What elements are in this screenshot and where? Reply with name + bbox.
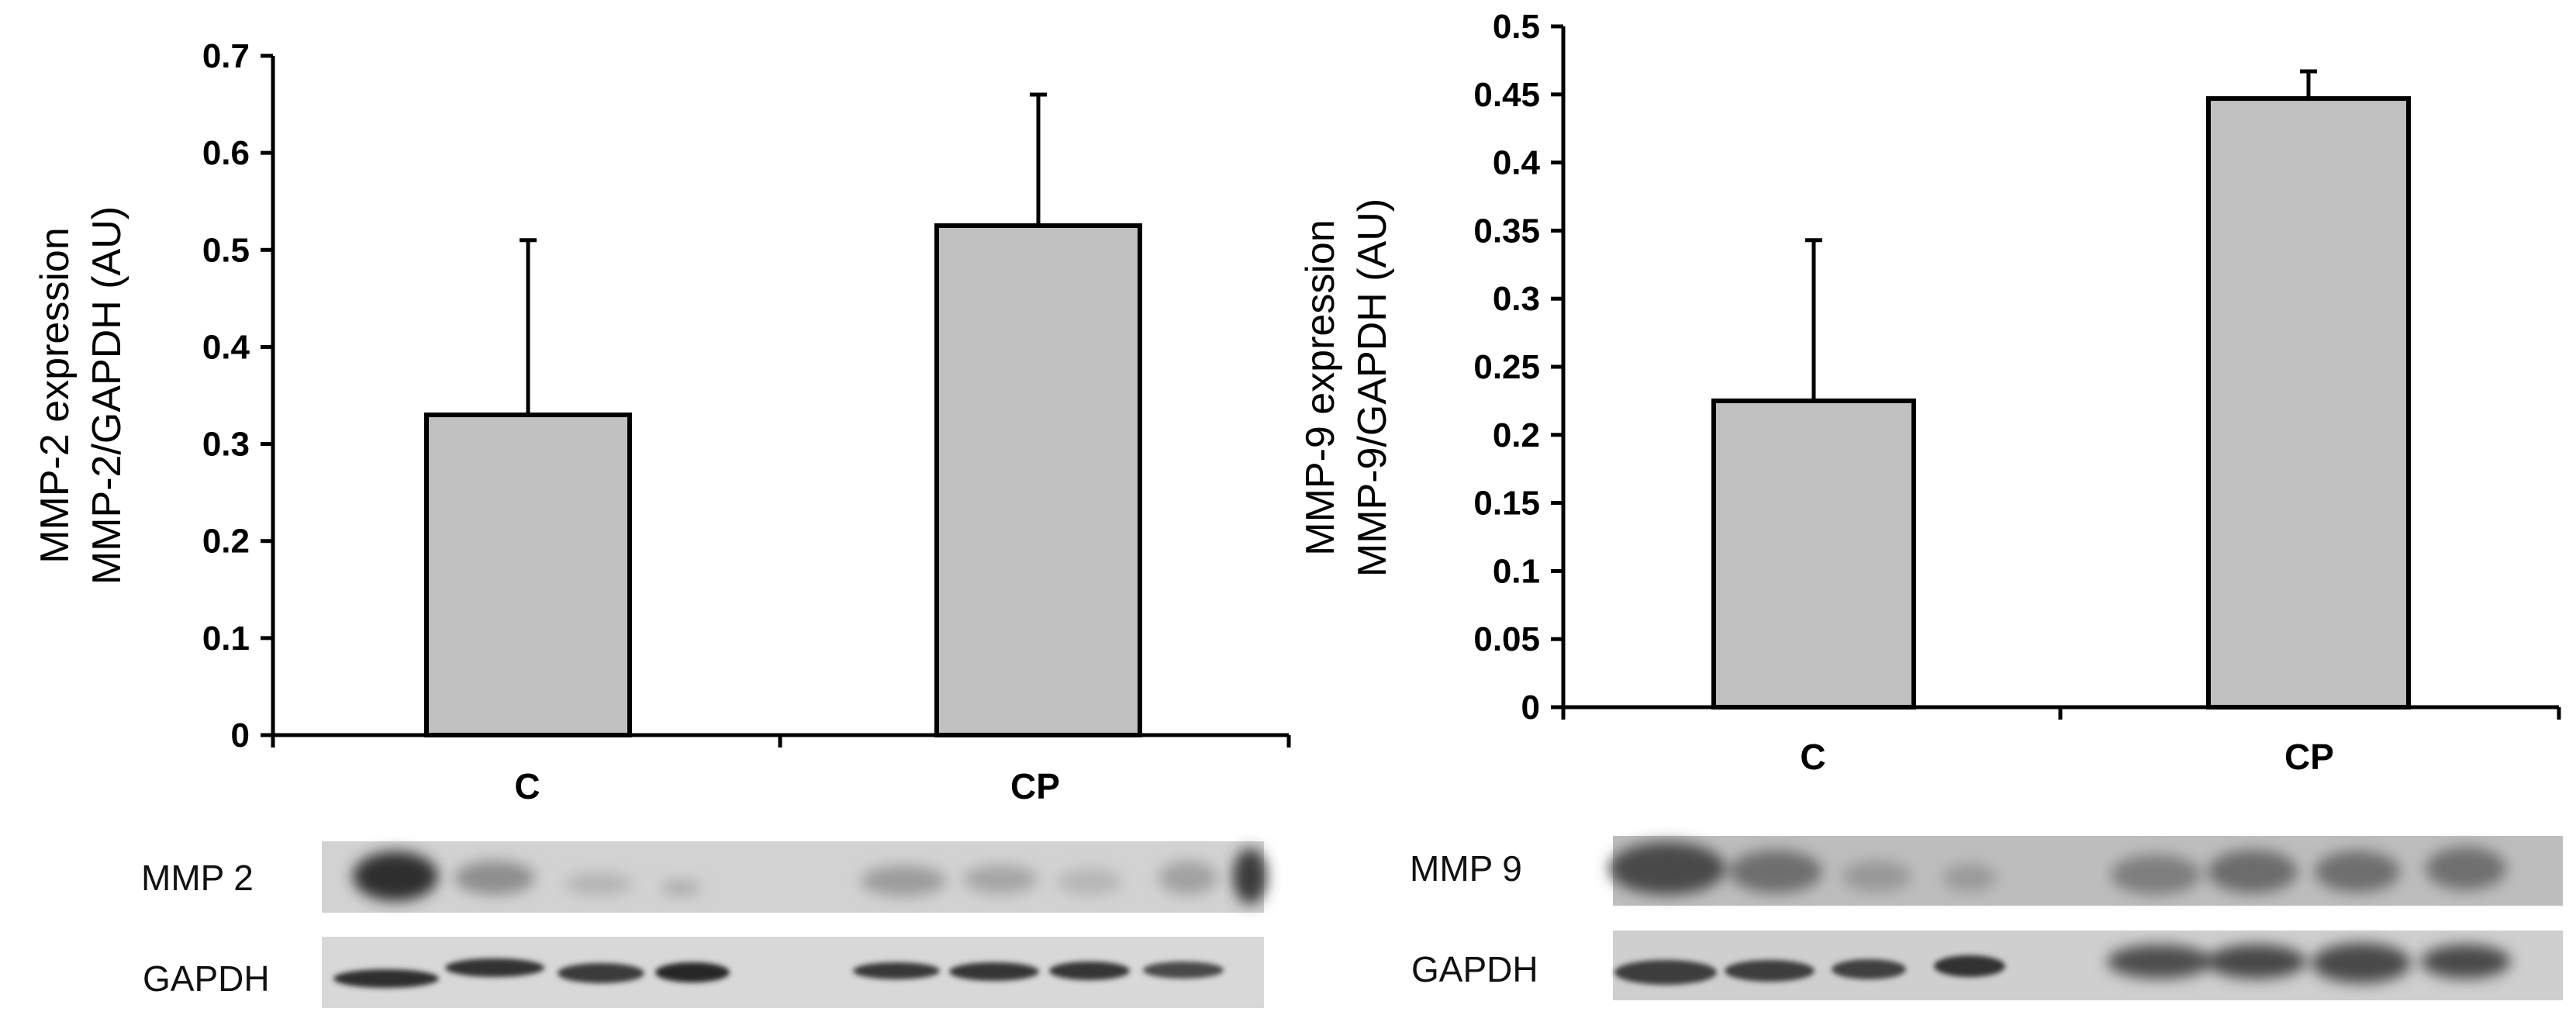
blot-strip-gapdh-left: [322, 937, 1264, 1008]
mmp2-y-tick-label: 0.5: [202, 231, 250, 269]
mmp2-y-axis-title: MMP-2 expression MMP-2/GAPDH (AU): [33, 206, 129, 585]
mmp2-y-tick-label: 0.6: [202, 134, 250, 172]
mmp2-bar-cp: [934, 223, 1142, 737]
mmp2-bars: [424, 223, 1142, 737]
blot-label-gapdh-left: GAPDH: [143, 958, 270, 999]
mmp9-y-tick-label: 0.4: [1493, 144, 1541, 182]
mmp9-y-ticks: 0 0.05 0.1 0.15 0.2 0.25 0.3 0.35 0.4 0.45 0.5: [1473, 8, 1563, 727]
mmp9-y-tick-label: 0.35: [1473, 212, 1540, 250]
chart-mmp9: MMP-9 expression MMP-9/GAPDH (AU) 00.050…: [1298, 8, 2561, 777]
mmp2-x-ticks: [271, 735, 1291, 748]
mmp2-y-tick-label: 0.1: [202, 620, 250, 658]
chart-mmp2: MMP-2 expression MMP-2/GAPDH (AU) 0 0.1 0.…: [33, 37, 1291, 806]
mmp9-x-ticks: [1561, 707, 2561, 720]
blot-label-mmp2: MMP 2: [141, 858, 254, 898]
mmp9-y-tick-label: 0: [1521, 689, 1540, 727]
mmp9-y-tick-label: 0.1: [1493, 552, 1540, 590]
mmp2-category-label-cp: CP: [1010, 766, 1060, 806]
mmp2-y-axis-title-line2: MMP-2/GAPDH (AU): [85, 206, 129, 585]
mmp9-bar-c: [1711, 398, 1916, 710]
mmp2-error-bars: [520, 92, 1047, 416]
mmp9-bar-cp: [2206, 96, 2411, 710]
mmp9-y-tick-label: 0.5: [1493, 8, 1540, 46]
mmp9-y-axis-title-line2: MMP-9/GAPDH (AU): [1350, 199, 1395, 577]
blot-label-gapdh-right: GAPDH: [1411, 949, 1538, 989]
mmp9-y-axis-title: MMP-9 expression MMP-9/GAPDH (AU): [1298, 199, 1395, 577]
mmp2-y-tick-label: 0.3: [202, 426, 250, 464]
mmp9-y-tick-label: 0.05: [1473, 620, 1540, 658]
mmp9-y-axis-title-line1: MMP-9 expression: [1298, 219, 1343, 555]
mmp9-y-tick-label: 0.2: [1493, 416, 1540, 454]
mmp9-category-label-cp: CP: [2284, 737, 2334, 777]
blot-panel-right: MMP 9 GAPDH: [1410, 836, 2563, 1000]
mmp2-y-tick-label: 0.4: [202, 328, 250, 366]
blot-strip-gapdh-right: [1613, 931, 2563, 1000]
blot-panel-left: MMP 2 GAPDH: [141, 841, 1267, 1008]
blot-strip-mmp9: [1609, 836, 2563, 906]
mmp9-y-tick-label: 0.3: [1493, 280, 1540, 318]
mmp9-y-tick-label: 0.45: [1473, 76, 1540, 114]
mmp9-category-label-c: C: [1800, 737, 1825, 777]
mmp2-y-tick-label: 0.2: [202, 523, 250, 561]
mmp2-y-tick-label: 0.7: [202, 37, 250, 75]
mmp9-bars: [1711, 96, 2411, 710]
mmp2-y-ticks: 0 0.1 0.2 0.3 0.4 0.5 0.6 0.7: [202, 37, 273, 754]
blot-strip-mmp2: [322, 841, 1267, 913]
blot-label-mmp9: MMP 9: [1410, 848, 1522, 889]
mmp9-y-tick-label: 0.25: [1473, 348, 1540, 386]
mmp2-bar-c: [424, 413, 632, 737]
mmp2-y-tick-label: 0: [231, 716, 250, 754]
mmp2-y-axis-title-line1: MMP-2 expression: [33, 227, 78, 563]
mmp9-y-tick-label: 0.15: [1473, 485, 1540, 523]
mmp9-error-bars: [1805, 69, 2317, 401]
mmp2-category-label-c: C: [514, 766, 540, 806]
